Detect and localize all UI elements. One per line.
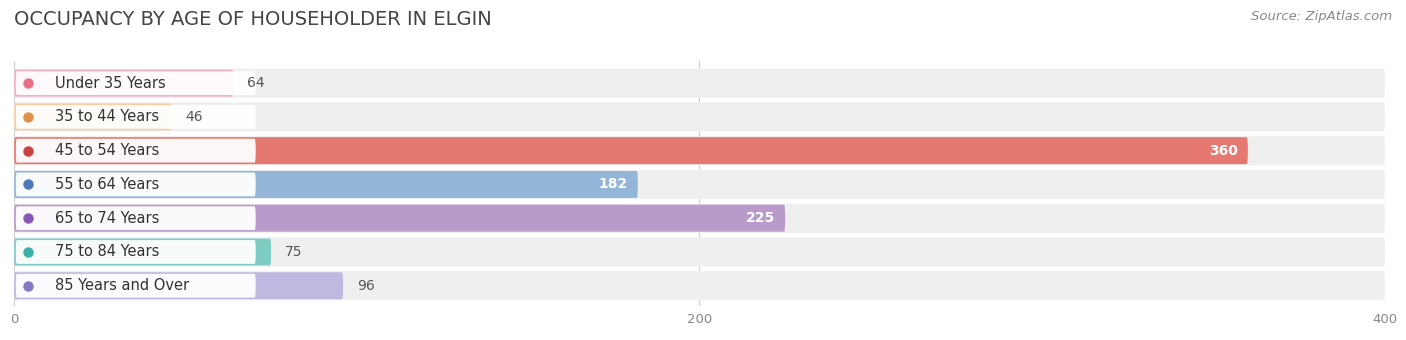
Text: 45 to 54 Years: 45 to 54 Years xyxy=(55,143,159,158)
Text: Under 35 Years: Under 35 Years xyxy=(55,75,166,91)
FancyBboxPatch shape xyxy=(14,137,1249,164)
FancyBboxPatch shape xyxy=(14,238,271,266)
FancyBboxPatch shape xyxy=(14,171,638,198)
FancyBboxPatch shape xyxy=(15,206,256,230)
Text: 65 to 74 Years: 65 to 74 Years xyxy=(55,211,159,226)
FancyBboxPatch shape xyxy=(14,69,1385,98)
FancyBboxPatch shape xyxy=(15,173,256,196)
Text: 225: 225 xyxy=(745,211,775,225)
FancyBboxPatch shape xyxy=(15,105,256,129)
Text: 182: 182 xyxy=(599,177,627,191)
Text: 75: 75 xyxy=(285,245,302,259)
FancyBboxPatch shape xyxy=(15,240,256,264)
FancyBboxPatch shape xyxy=(14,272,343,299)
Text: 64: 64 xyxy=(247,76,264,90)
FancyBboxPatch shape xyxy=(14,271,1385,300)
FancyBboxPatch shape xyxy=(15,139,256,163)
FancyBboxPatch shape xyxy=(14,170,1385,199)
FancyBboxPatch shape xyxy=(14,205,785,232)
FancyBboxPatch shape xyxy=(14,136,1385,165)
Text: 46: 46 xyxy=(186,110,202,124)
FancyBboxPatch shape xyxy=(14,70,233,97)
Text: 55 to 64 Years: 55 to 64 Years xyxy=(55,177,159,192)
FancyBboxPatch shape xyxy=(14,103,172,131)
Text: 75 to 84 Years: 75 to 84 Years xyxy=(55,244,159,259)
Text: 96: 96 xyxy=(357,279,374,293)
Text: 360: 360 xyxy=(1209,144,1237,158)
FancyBboxPatch shape xyxy=(15,274,256,298)
FancyBboxPatch shape xyxy=(14,102,1385,132)
Text: Source: ZipAtlas.com: Source: ZipAtlas.com xyxy=(1251,10,1392,23)
FancyBboxPatch shape xyxy=(14,237,1385,267)
Text: 85 Years and Over: 85 Years and Over xyxy=(55,278,190,293)
FancyBboxPatch shape xyxy=(15,71,256,95)
FancyBboxPatch shape xyxy=(14,204,1385,233)
Text: OCCUPANCY BY AGE OF HOUSEHOLDER IN ELGIN: OCCUPANCY BY AGE OF HOUSEHOLDER IN ELGIN xyxy=(14,10,492,29)
Text: 35 to 44 Years: 35 to 44 Years xyxy=(55,109,159,124)
